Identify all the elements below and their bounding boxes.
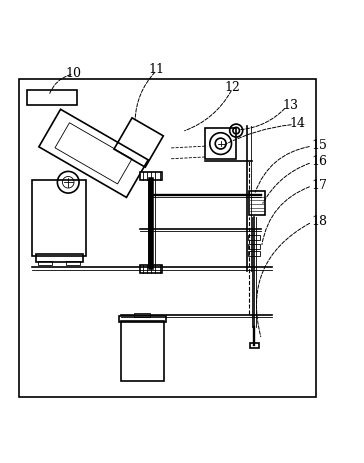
Bar xyxy=(134,313,150,317)
Text: 18: 18 xyxy=(311,214,327,227)
Bar xyxy=(141,173,162,181)
Bar xyxy=(32,181,86,257)
Bar xyxy=(27,91,77,106)
Bar xyxy=(249,192,265,215)
Bar xyxy=(250,343,258,349)
Bar xyxy=(248,251,260,257)
Bar xyxy=(119,316,166,322)
Text: 10: 10 xyxy=(66,66,82,79)
Bar xyxy=(120,322,164,381)
Text: 12: 12 xyxy=(225,81,241,94)
Text: 16: 16 xyxy=(311,155,327,168)
Text: 13: 13 xyxy=(282,99,298,112)
Text: 11: 11 xyxy=(149,63,165,76)
Text: 15: 15 xyxy=(311,138,327,151)
Bar xyxy=(19,80,316,397)
Text: 17: 17 xyxy=(311,178,327,191)
Text: 14: 14 xyxy=(290,117,306,130)
Bar xyxy=(141,265,162,273)
Bar xyxy=(66,262,80,266)
Bar xyxy=(37,262,52,266)
Bar xyxy=(206,129,236,159)
Bar xyxy=(36,255,83,262)
Bar xyxy=(248,235,260,240)
Bar xyxy=(248,244,260,250)
